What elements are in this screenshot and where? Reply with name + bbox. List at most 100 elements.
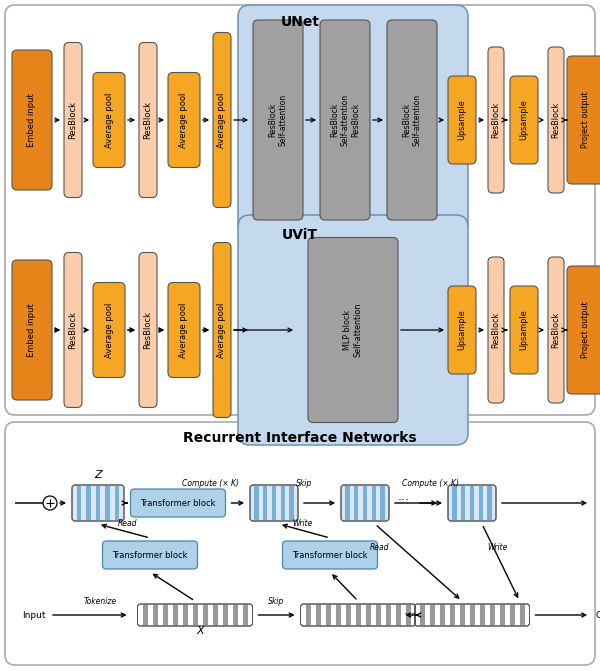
Text: ResBlock: ResBlock	[68, 311, 77, 349]
Bar	[254, 485, 259, 521]
Text: Average pool: Average pool	[218, 303, 227, 358]
Bar	[371, 485, 376, 521]
Bar	[376, 604, 380, 626]
Bar	[363, 485, 367, 521]
Bar	[354, 485, 358, 521]
Bar	[115, 485, 119, 521]
Text: Average pool: Average pool	[179, 93, 188, 148]
FancyBboxPatch shape	[168, 72, 200, 168]
Text: Write: Write	[292, 519, 312, 529]
Bar	[461, 485, 466, 521]
FancyBboxPatch shape	[12, 50, 52, 190]
Text: Input: Input	[22, 611, 46, 619]
Text: ResBlock
Self-attention: ResBlock Self-attention	[268, 94, 288, 146]
FancyBboxPatch shape	[5, 422, 595, 665]
Text: Compute (× K): Compute (× K)	[401, 478, 458, 488]
FancyBboxPatch shape	[131, 489, 226, 517]
Bar	[193, 604, 197, 626]
Text: ResBlock: ResBlock	[491, 102, 500, 138]
FancyBboxPatch shape	[415, 604, 530, 626]
FancyBboxPatch shape	[64, 42, 82, 197]
FancyBboxPatch shape	[448, 485, 496, 521]
Bar	[355, 604, 361, 626]
FancyBboxPatch shape	[137, 604, 253, 626]
Text: Skip: Skip	[268, 597, 284, 605]
Bar	[395, 604, 401, 626]
Text: Project output: Project output	[581, 302, 590, 358]
Bar	[316, 604, 320, 626]
Bar	[272, 485, 276, 521]
Text: Read: Read	[370, 544, 390, 552]
FancyBboxPatch shape	[72, 485, 124, 521]
Bar	[242, 604, 248, 626]
Text: ResBlock: ResBlock	[68, 101, 77, 139]
Bar	[419, 604, 425, 626]
FancyBboxPatch shape	[64, 252, 82, 407]
Text: ResBlock: ResBlock	[551, 312, 560, 348]
Bar	[212, 604, 218, 626]
FancyBboxPatch shape	[448, 76, 476, 164]
FancyBboxPatch shape	[250, 485, 298, 521]
Bar	[325, 604, 331, 626]
Text: Upsample: Upsample	[458, 100, 467, 140]
FancyBboxPatch shape	[320, 20, 370, 220]
FancyBboxPatch shape	[567, 56, 600, 184]
Text: Embed input: Embed input	[28, 93, 37, 147]
Bar	[289, 485, 293, 521]
FancyBboxPatch shape	[301, 604, 415, 626]
Bar	[233, 604, 238, 626]
Bar	[95, 485, 100, 521]
Bar	[509, 604, 515, 626]
Bar	[263, 485, 268, 521]
Text: Z: Z	[94, 470, 102, 480]
Text: Write: Write	[487, 544, 507, 552]
FancyBboxPatch shape	[283, 541, 377, 569]
Circle shape	[43, 496, 57, 510]
Text: Upsample: Upsample	[458, 310, 467, 350]
FancyBboxPatch shape	[341, 485, 389, 521]
Text: Tokenize: Tokenize	[83, 597, 116, 605]
Text: Transformer block: Transformer block	[112, 550, 188, 560]
Text: ResBlock
Self-attention
ResBlock: ResBlock Self-attention ResBlock	[330, 94, 360, 146]
Text: Skip: Skip	[296, 478, 312, 488]
Text: MLP block
Self-attention: MLP block Self-attention	[343, 303, 362, 357]
Bar	[452, 485, 457, 521]
Text: UNet: UNet	[281, 15, 320, 29]
Text: ResBlock: ResBlock	[551, 102, 560, 138]
FancyBboxPatch shape	[308, 238, 398, 423]
FancyBboxPatch shape	[12, 260, 52, 400]
Text: ResBlock: ResBlock	[143, 101, 152, 139]
Bar	[470, 604, 475, 626]
Bar	[305, 604, 311, 626]
FancyBboxPatch shape	[510, 76, 538, 164]
Bar	[86, 485, 91, 521]
FancyBboxPatch shape	[93, 72, 125, 168]
Bar	[380, 485, 385, 521]
Bar	[490, 604, 494, 626]
Bar	[487, 485, 491, 521]
Bar	[152, 604, 157, 626]
FancyBboxPatch shape	[510, 286, 538, 374]
Text: UViT: UViT	[282, 228, 318, 242]
Bar	[182, 604, 187, 626]
Text: ···: ···	[398, 495, 410, 507]
FancyBboxPatch shape	[548, 257, 564, 403]
Bar	[365, 604, 371, 626]
FancyBboxPatch shape	[139, 42, 157, 197]
FancyBboxPatch shape	[238, 215, 468, 445]
Bar	[346, 485, 350, 521]
Bar	[105, 485, 110, 521]
FancyBboxPatch shape	[103, 541, 197, 569]
FancyBboxPatch shape	[253, 20, 303, 220]
Bar	[281, 485, 285, 521]
Bar	[143, 604, 148, 626]
Text: Average pool: Average pool	[104, 303, 113, 358]
Bar	[335, 604, 341, 626]
Bar	[406, 604, 410, 626]
Bar	[203, 604, 208, 626]
Text: ResBlock
Self-attention: ResBlock Self-attention	[403, 94, 422, 146]
FancyBboxPatch shape	[488, 257, 504, 403]
Text: Output: Output	[595, 611, 600, 619]
Text: Transformer block: Transformer block	[140, 499, 216, 507]
Bar	[223, 604, 227, 626]
